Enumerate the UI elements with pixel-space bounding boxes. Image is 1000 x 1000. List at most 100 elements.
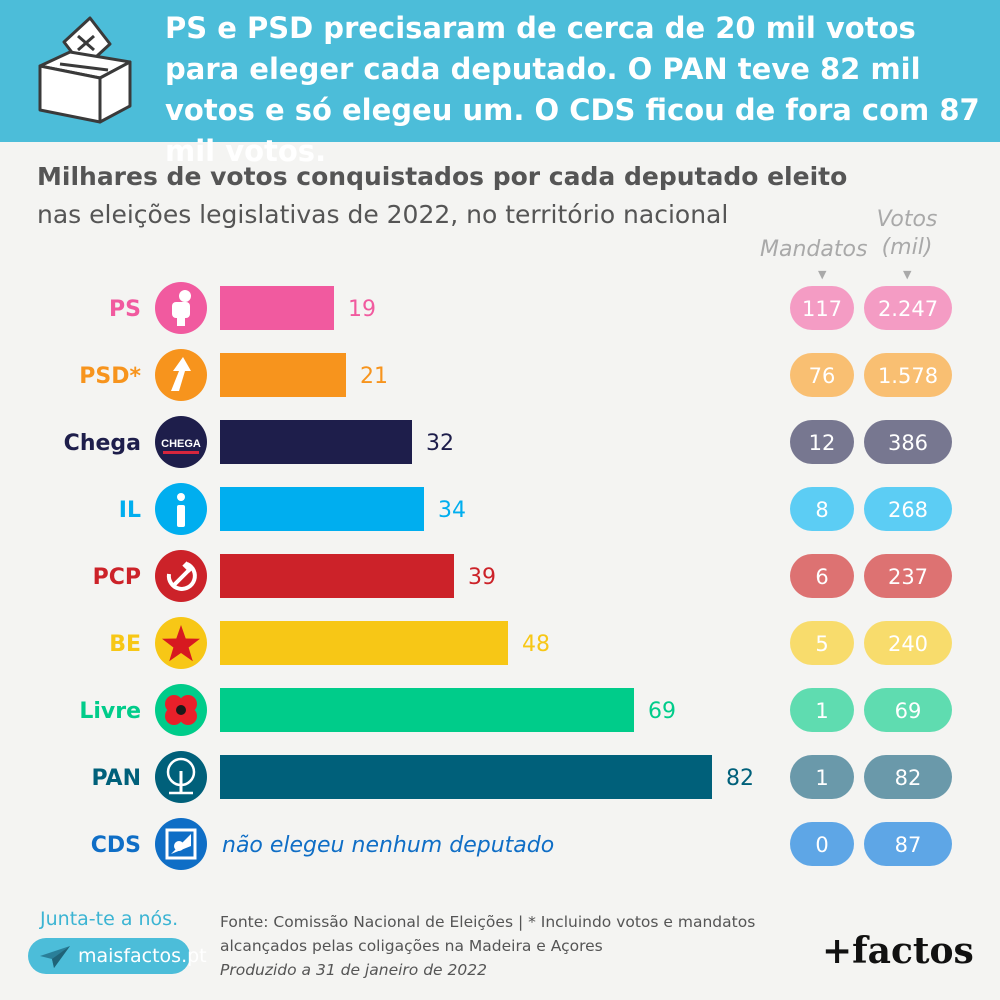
- mandatos-pill-cds: 0: [790, 822, 854, 866]
- star-figure-icon-be: [155, 617, 207, 669]
- hammer-sickle-icon-pcp-handle: [171, 568, 191, 588]
- tree-icon-pan: [155, 751, 207, 803]
- source-note: Fonte: Comissão Nacional de Eleições | *…: [220, 910, 820, 982]
- votos-pill-cds: 87: [864, 822, 952, 866]
- mandatos-pill-livre-label: 1: [815, 699, 828, 723]
- chega-logo-icon-chega: CHEGA: [155, 416, 207, 468]
- mandatos-pill-pcp-label: 6: [815, 565, 828, 589]
- votos-pill-cds-label: 87: [895, 833, 922, 857]
- party-label-psd: PSD*: [79, 364, 141, 389]
- info-i-icon-il: [155, 483, 207, 535]
- party-label-ps: PS: [109, 297, 141, 322]
- mandatos-pill-pan: 1: [790, 755, 854, 799]
- bar-pan: [220, 755, 712, 799]
- party-row-ps: PS 19 117 2.247: [109, 282, 952, 334]
- votos-pill-be-bg: [864, 621, 952, 665]
- cds-square-icon-cds-square: [165, 828, 197, 860]
- mandatos-pill-il-label: 8: [815, 498, 828, 522]
- party-label-cds: CDS: [91, 833, 141, 858]
- votos-pill-cds-bg: [864, 822, 952, 866]
- mandatos-pill-psd-label: 76: [809, 364, 836, 388]
- votos-pill-pcp-bg: [864, 554, 952, 598]
- votos-pill-psd-bg: [864, 353, 952, 397]
- paper-plane-icon: [40, 946, 70, 968]
- bar-value-il: 34: [438, 498, 466, 523]
- votos-pill-livre-label: 69: [895, 699, 922, 723]
- bar-value-pcp: 39: [468, 565, 496, 590]
- party-label-chega: Chega: [64, 431, 141, 456]
- brand-logo: +factos: [822, 930, 974, 972]
- cds-square-icon-cds-dot: [174, 841, 184, 851]
- bar-value-pan: 82: [726, 766, 754, 791]
- votos-pill-ps: 2.247: [864, 286, 952, 330]
- hammer-sickle-icon-pcp-head: [182, 561, 194, 573]
- mandatos-pill-be-bg: [790, 621, 854, 665]
- party-row-be: BE 48 5 240: [109, 617, 952, 669]
- fist-rose-icon-ps-wrist: [177, 316, 185, 326]
- bar-value-psd: 21: [360, 364, 388, 389]
- party-row-pcp: PCP 39 6 237: [93, 550, 952, 602]
- column-header-votos: Votos (mil): [876, 207, 938, 260]
- bar-value-ps: 19: [348, 297, 376, 322]
- votos-pill-pan-bg: [864, 755, 952, 799]
- votos-pill-psd: 1.578: [864, 353, 952, 397]
- mandatos-pill-chega-bg: [790, 420, 854, 464]
- party-row-livre: Livre 69 1 69: [79, 684, 952, 736]
- star-figure-icon-be-star: [162, 625, 200, 662]
- votos-pill-il-label: 268: [888, 498, 928, 522]
- join-text: Junta-te a nós.: [40, 908, 179, 930]
- source-line-1: Fonte: Comissão Nacional de Eleições | *…: [220, 913, 756, 931]
- votos-pill-psd-label: 1.578: [878, 364, 938, 388]
- mandatos-pill-ps-label: 117: [802, 297, 842, 321]
- votos-pill-pcp-label: 237: [888, 565, 928, 589]
- chart-subtitle: nas eleições legislativas de 2022, no te…: [37, 200, 729, 229]
- votos-pill-pan-label: 82: [895, 766, 922, 790]
- chart-title: Milhares de votos conquistados por cada …: [37, 162, 848, 191]
- party-row-pan: PAN 82 1 82: [91, 751, 952, 803]
- header-banner: PS e PSD precisaram de cerca de 20 mil v…: [0, 0, 1000, 168]
- mandatos-pill-cds-label: 0: [815, 833, 828, 857]
- votos-pill-chega-bg: [864, 420, 952, 464]
- bar-livre: [220, 688, 634, 732]
- mandatos-pill-be-label: 5: [815, 632, 828, 656]
- cds-square-icon-cds: [155, 818, 207, 870]
- bar-ps: [220, 286, 334, 330]
- column-arrow-votos: ▼: [903, 268, 912, 281]
- mandatos-pill-pan-bg: [790, 755, 854, 799]
- votos-pill-chega-label: 386: [888, 431, 928, 455]
- votos-pill-ps-label: 2.247: [878, 297, 938, 321]
- mandatos-pill-psd: 76: [790, 353, 854, 397]
- arrows-up-icon-psd: [155, 349, 207, 401]
- party-row-cds: CDS não elegeu nenhum deputado 0 87: [91, 818, 952, 870]
- chega-logo-icon-chega-stripe: [163, 451, 199, 454]
- site-link[interactable]: maisfactos.pt: [28, 938, 207, 974]
- site-url: maisfactos.pt: [78, 945, 207, 967]
- bar-chega: [220, 420, 412, 464]
- bar-il: [220, 487, 424, 531]
- mandatos-pill-chega-label: 12: [809, 431, 836, 455]
- votos-pill-livre: 69: [864, 688, 952, 732]
- party-label-livre: Livre: [79, 699, 141, 724]
- fist-rose-icon-ps-rose: [179, 290, 191, 302]
- mandatos-pill-psd-bg: [790, 353, 854, 397]
- votos-pill-pcp: 237: [864, 554, 952, 598]
- no-seat-note-cds: não elegeu nenhum deputado: [222, 833, 554, 858]
- bar-pcp: [220, 554, 454, 598]
- bar-value-be: 48: [522, 632, 550, 657]
- mandatos-pill-livre: 1: [790, 688, 854, 732]
- mandatos-pill-chega: 12: [790, 420, 854, 464]
- chega-logo-icon-chega-disc: [155, 416, 207, 468]
- mandatos-pill-ps: 117: [790, 286, 854, 330]
- poppy-flower-icon-livre-center: [176, 705, 186, 715]
- fist-rose-icon-ps-fist: [172, 302, 190, 318]
- bar-psd: [220, 353, 346, 397]
- votos-pill-be-label: 240: [888, 632, 928, 656]
- mandatos-pill-pan-label: 1: [815, 766, 828, 790]
- mandatos-pill-il: 8: [790, 487, 854, 531]
- info-i-icon-il-dot: [177, 493, 185, 501]
- votos-pill-livre-bg: [864, 688, 952, 732]
- source-line-2: alcançados pelas coligações na Madeira e…: [220, 937, 603, 955]
- mandatos-pill-cds-bg: [790, 822, 854, 866]
- votos-pill-ps-bg: [864, 286, 952, 330]
